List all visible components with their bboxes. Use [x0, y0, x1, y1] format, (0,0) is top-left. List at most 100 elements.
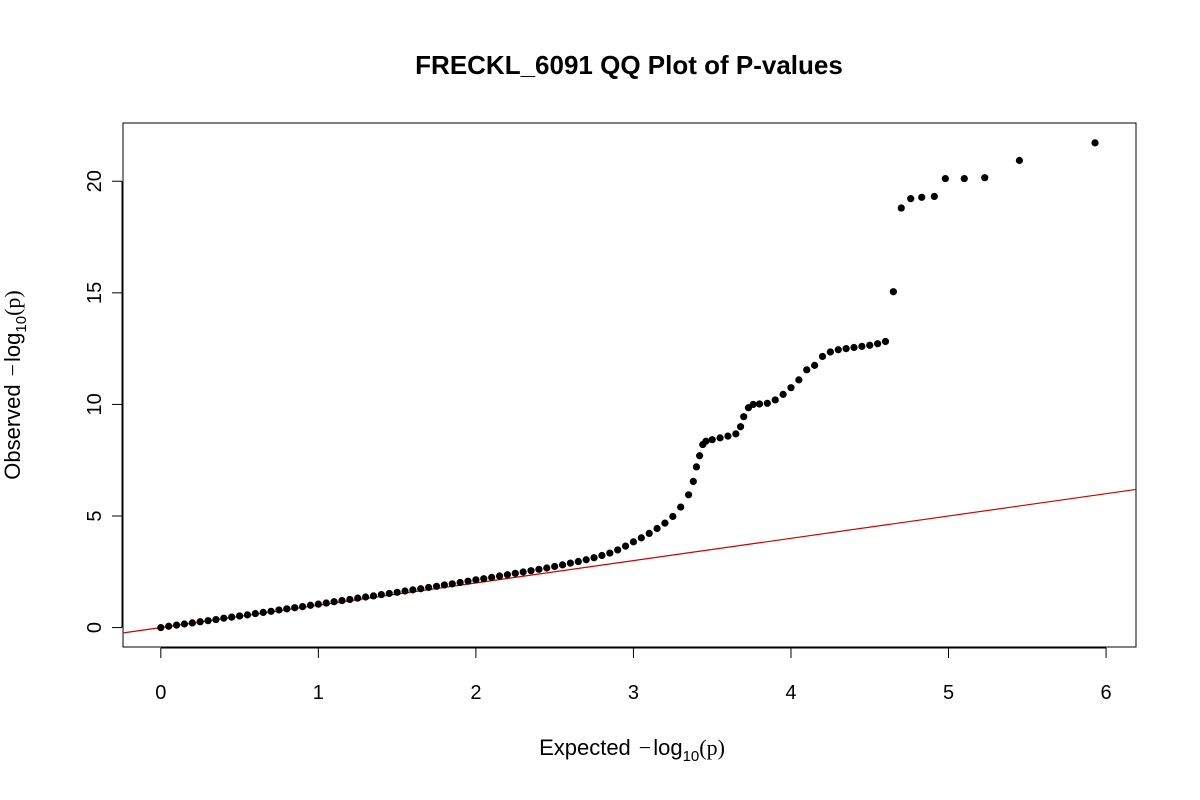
y-axis: 0 5 10 15 20 — [84, 170, 123, 633]
x-axis-label-base: 10 — [683, 748, 700, 765]
data-point — [866, 341, 874, 349]
data-point — [960, 174, 968, 183]
data-point — [330, 598, 338, 606]
data-point — [941, 174, 949, 183]
data-point — [629, 538, 638, 546]
data-point — [889, 288, 897, 296]
x-tick-label: 1 — [313, 682, 324, 704]
data-point — [456, 578, 464, 587]
data-point — [354, 594, 362, 602]
data-point — [907, 195, 915, 203]
plot-frame — [122, 122, 1137, 648]
data-point — [684, 491, 693, 499]
data-point — [377, 590, 385, 599]
data-point — [322, 599, 330, 607]
data-point — [543, 564, 551, 572]
data-point — [763, 399, 771, 407]
data-point — [645, 529, 653, 538]
data-point — [858, 342, 866, 350]
y-tick-label: 20 — [84, 170, 106, 192]
data-point — [614, 546, 622, 554]
data-point — [448, 580, 456, 588]
data-point — [243, 611, 252, 619]
data-point — [291, 604, 299, 612]
y-tick-label: 10 — [84, 393, 106, 415]
data-point — [574, 557, 582, 566]
chart-title: FRECKL_6091 QQ Plot of P-values — [415, 50, 843, 80]
data-point — [464, 577, 472, 585]
y-axis-label-base: 10 — [13, 316, 30, 333]
data-point — [527, 567, 535, 575]
data-point — [495, 572, 504, 580]
data-point — [480, 575, 488, 583]
y-axis-label-prefix: Observed — [0, 384, 25, 479]
data-point — [566, 559, 575, 567]
data-point — [220, 614, 228, 622]
data-point — [811, 361, 819, 369]
data-point — [188, 619, 196, 627]
data-point — [826, 348, 834, 356]
data-point — [432, 582, 441, 590]
x-axis: 0 1 2 3 4 5 6 — [155, 647, 1112, 704]
data-point — [409, 586, 417, 594]
data-point — [172, 621, 181, 629]
data-point — [251, 609, 259, 618]
data-point — [708, 436, 716, 444]
data-point — [850, 343, 858, 352]
data-point — [267, 607, 275, 615]
data-point — [298, 603, 307, 611]
y-axis-label-log: log — [0, 333, 25, 362]
data-point — [689, 477, 697, 486]
x-tick-label: 0 — [155, 682, 166, 704]
y-tick-label: 5 — [84, 510, 106, 521]
x-axis-label-minus: − — [639, 735, 651, 760]
data-point — [346, 595, 354, 604]
data-point — [740, 413, 748, 421]
data-point — [732, 430, 740, 438]
data-point — [677, 503, 685, 511]
data-point — [881, 337, 890, 346]
data-point — [692, 463, 701, 471]
data-point — [702, 437, 710, 445]
data-point — [834, 346, 842, 354]
data-point — [180, 620, 189, 628]
x-axis-label-prefix: Expected — [539, 735, 631, 760]
x-tick-label: 2 — [470, 682, 481, 704]
data-point — [196, 618, 204, 626]
data-point — [918, 193, 926, 201]
data-point — [369, 592, 378, 600]
data-points-layer — [157, 139, 1099, 632]
data-point — [503, 571, 512, 579]
data-point — [787, 384, 795, 392]
data-point — [749, 400, 757, 409]
data-point — [488, 573, 496, 581]
data-point — [582, 556, 590, 564]
x-tick-label: 4 — [785, 682, 796, 704]
data-point — [637, 534, 645, 542]
data-point — [590, 554, 598, 562]
x-axis-label: Expected −log10(p) — [539, 735, 725, 765]
data-point — [874, 340, 882, 348]
x-tick-label: 5 — [943, 682, 954, 704]
data-point — [981, 174, 989, 182]
data-point — [795, 376, 803, 384]
data-point — [558, 561, 567, 569]
data-point — [511, 569, 519, 577]
data-point — [165, 622, 173, 630]
data-point — [306, 601, 315, 609]
y-axis-label-arg: (p) — [0, 290, 25, 316]
data-point — [275, 606, 283, 614]
data-point — [314, 600, 322, 608]
x-tick-label: 3 — [628, 682, 639, 704]
data-point — [425, 583, 433, 592]
data-point — [598, 551, 606, 560]
data-point — [736, 423, 745, 431]
data-point — [779, 390, 787, 398]
data-point — [393, 588, 401, 596]
x-axis-label-arg: (p) — [699, 735, 725, 760]
data-point — [661, 519, 669, 527]
data-point — [724, 432, 732, 440]
data-point — [755, 400, 764, 408]
data-point — [472, 576, 480, 584]
data-point — [551, 562, 559, 571]
